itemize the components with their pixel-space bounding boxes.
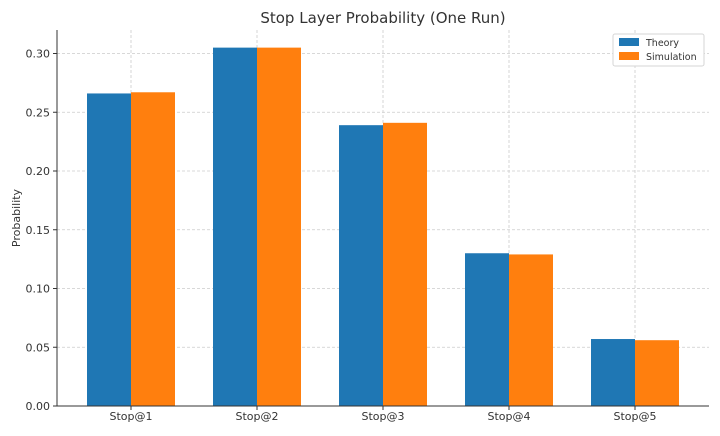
y-tick-label: 0.00 (26, 400, 51, 413)
y-ticks: 0.00 0.05 0.10 0.15 0.20 0.25 0.30 (26, 48, 57, 413)
x-tick-label: Stop@2 (235, 410, 278, 423)
bar-theory-stop-4 (465, 253, 509, 406)
y-tick-label: 0.10 (26, 283, 51, 296)
x-tick-label: Stop@1 (109, 410, 152, 423)
chart-title: Stop Layer Probability (One Run) (260, 9, 505, 27)
legend-swatch-theory (619, 38, 639, 46)
x-ticks: Stop@1 Stop@2 Stop@3 Stop@4 Stop@5 (109, 406, 657, 423)
bar-theory-stop-3 (339, 125, 383, 407)
y-axis-label: Probability (10, 188, 23, 247)
bar-simulation-stop-2 (257, 47, 301, 406)
bar-simulation-stop-3 (383, 122, 427, 406)
y-tick-label: 0.25 (26, 106, 51, 119)
bar-theory-stop-1 (87, 93, 131, 406)
bar-simulation-stop-5 (635, 340, 679, 406)
legend-label-simulation: Simulation (646, 52, 697, 63)
y-tick-label: 0.05 (26, 341, 51, 354)
legend-label-theory: Theory (645, 38, 679, 49)
bars (87, 47, 679, 407)
bar-theory-stop-5 (591, 339, 635, 406)
x-tick-label: Stop@4 (487, 410, 530, 423)
x-tick-label: Stop@5 (613, 410, 656, 423)
legend-swatch-simulation (619, 52, 639, 60)
legend: Theory Simulation (612, 33, 705, 67)
bar-theory-stop-2 (213, 47, 257, 406)
bar-simulation-stop-4 (509, 254, 553, 406)
y-tick-label: 0.15 (26, 224, 51, 237)
bar-simulation-stop-1 (131, 92, 175, 407)
x-tick-label: Stop@3 (361, 410, 404, 423)
y-tick-label: 0.20 (26, 165, 51, 178)
y-tick-label: 0.30 (26, 48, 51, 61)
